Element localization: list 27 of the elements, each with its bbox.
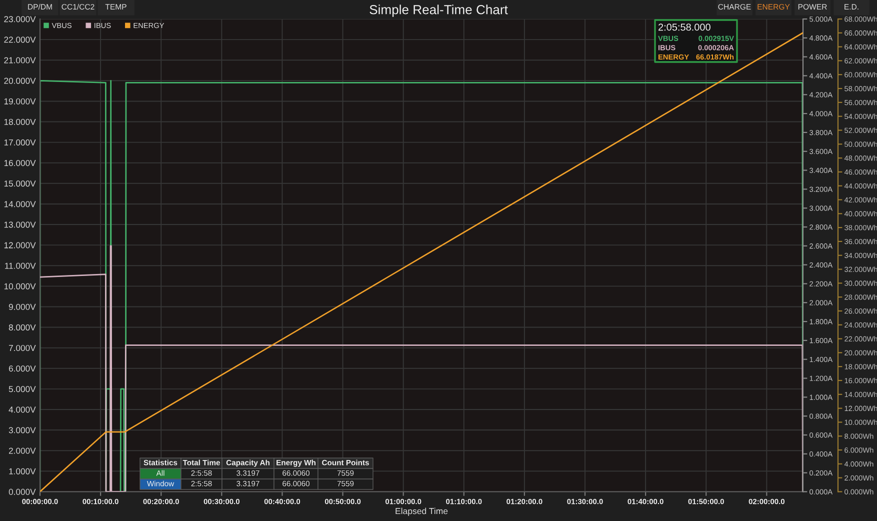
y-tick-label: 19.000V	[4, 98, 36, 104]
y-tick-label: 4.000V	[8, 406, 36, 413]
y-tick-label: 6.000V	[8, 365, 36, 372]
annotation: 2:05:58.000	[658, 24, 710, 31]
y-tick-label: 22.000V	[4, 36, 36, 43]
y-tick-label: 1.000V	[9, 468, 36, 474]
y-tick-label: 7.000V	[8, 344, 36, 352]
y-tick-label: 12.000V	[4, 242, 36, 248]
y-tick-label: 9.000V	[8, 304, 36, 310]
y-tick-label: 18.000V	[4, 118, 36, 125]
y-tick-label: 0.000V	[8, 488, 36, 495]
chart-title: Simple Real-Time Chart	[370, 4, 508, 17]
y-tick-label: 5.000V	[8, 386, 36, 392]
y-tick-label: 17.000V	[4, 139, 36, 146]
y-tick-label: 11.000V	[5, 262, 36, 269]
y-tick-label: 23.000V	[4, 16, 36, 22]
y-tick-label: 3.000V	[8, 427, 36, 434]
y-tick-label: 21.000V	[4, 57, 36, 64]
y-tick-label: 10.000V	[4, 283, 36, 290]
y-tick-label: 15.000V	[4, 180, 36, 187]
y-tick-label: 8.000V	[8, 324, 36, 330]
y-tick-label: 16.000V	[4, 160, 36, 166]
y-tick-label: 2.000V	[8, 448, 36, 454]
y-tick-label: 20.000V	[4, 78, 36, 84]
y-tick-label: 14.000V	[4, 201, 36, 208]
x-axis-title: Elapsed Time	[396, 508, 448, 516]
y-tick-label: 13.000V	[4, 222, 36, 228]
